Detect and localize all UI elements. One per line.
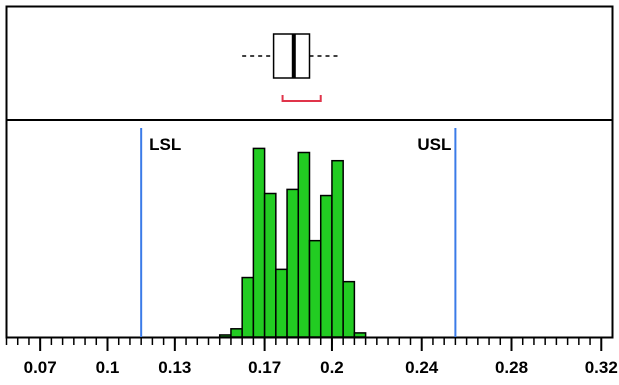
histogram-bar-8 <box>308 239 322 338</box>
shortest-half-bracket <box>281 95 322 102</box>
tick-label-2: 0.13 <box>158 358 191 377</box>
histogram-bar-4 <box>263 192 277 338</box>
tick-label-1: 0.1 <box>96 358 120 377</box>
histogram-bar-1 <box>230 328 243 338</box>
histogram-bar-2 <box>241 276 255 338</box>
tick-label-4: 0.2 <box>320 358 344 377</box>
x-axis: 0.07 0.1 0.13 0.17 0.2 0.24 0.28 0.32 <box>5 337 618 377</box>
histogram-bar-0 <box>218 334 232 338</box>
histogram-bar-6 <box>286 188 300 338</box>
histogram-bar-11 <box>342 280 356 338</box>
histogram-bars <box>218 147 367 338</box>
histogram-bar-10 <box>331 159 344 338</box>
spec-label-usl: USL <box>417 135 451 154</box>
tick-label-5: 0.24 <box>405 358 439 377</box>
histogram-bar-12 <box>353 332 367 338</box>
tick-label-3: 0.17 <box>248 358 281 377</box>
box-plot <box>242 33 341 102</box>
tick-label-0: 0.07 <box>24 358 57 377</box>
spec-limits: LSL USL <box>140 128 457 337</box>
tick-label-7: 0.32 <box>585 358 618 377</box>
histogram-bar-7 <box>297 151 311 338</box>
tick-label-6: 0.28 <box>495 358 528 377</box>
histogram-bar-3 <box>252 147 266 338</box>
histogram-bar-5 <box>275 268 288 338</box>
box-iqr <box>272 33 311 79</box>
histogram-bar-9 <box>319 194 333 338</box>
spec-label-lsl: LSL <box>149 135 181 154</box>
